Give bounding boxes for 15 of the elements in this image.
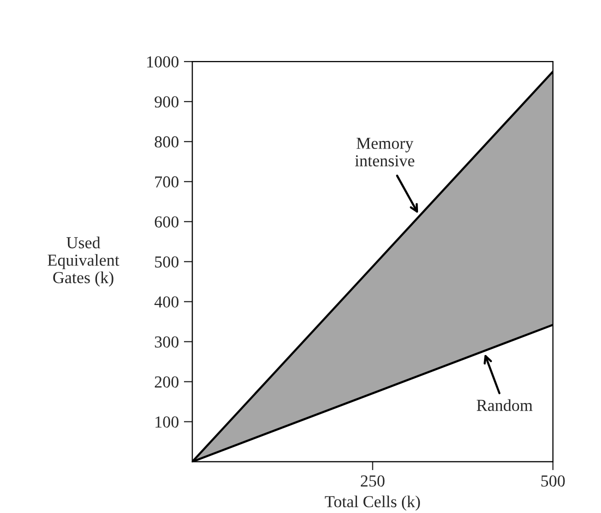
annotation: Random xyxy=(476,399,532,411)
y-tick-label: 1000 xyxy=(147,56,178,68)
y-tick-label: 500 xyxy=(155,256,178,268)
y-tick-label: 200 xyxy=(154,376,178,388)
y-tick-label: 900 xyxy=(154,96,178,108)
x-tick-label: 250 xyxy=(360,475,384,487)
annotation: Memory intensive xyxy=(355,138,414,166)
y-tick-label: 800 xyxy=(154,136,178,148)
y-tick-label: 400 xyxy=(154,296,178,308)
y-axis-title: Used Equivalent Gates (k) xyxy=(48,236,120,287)
y-tick-label: 600 xyxy=(154,216,178,228)
x-axis-title: Total Cells (k) xyxy=(324,496,420,511)
y-tick-label: 300 xyxy=(154,336,178,348)
y-tick-label: 100 xyxy=(156,416,178,428)
y-tick-label: 700 xyxy=(155,176,178,188)
